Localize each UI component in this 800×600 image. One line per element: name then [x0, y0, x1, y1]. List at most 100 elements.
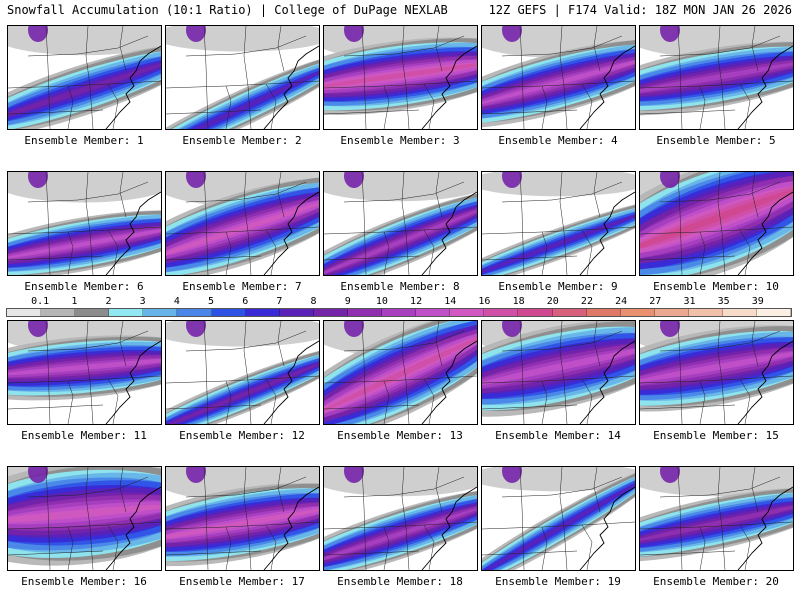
state-border: [501, 181, 623, 203]
state-border: [751, 321, 759, 367]
legend-tick-label: 10: [375, 296, 388, 307]
snowfall-contour: [166, 508, 319, 542]
coastline: [579, 486, 635, 570]
legend-swatch: [757, 309, 792, 316]
snowfall-map: [482, 321, 635, 424]
state-border: [85, 321, 94, 424]
ensemble-map-panel: [639, 25, 794, 130]
ensemble-member-label: Ensemble Member: 2: [182, 134, 302, 147]
state-border: [482, 550, 578, 556]
legend-tick-label: 20: [546, 296, 559, 307]
snowfall-contour: [8, 62, 161, 122]
state-border: [659, 181, 781, 203]
ensemble-member-label: Ensemble Member: 12: [179, 429, 305, 442]
state-border: [107, 83, 119, 129]
state-border: [739, 83, 751, 129]
ensemble-map-panel: [165, 171, 320, 276]
state-border: [67, 85, 74, 129]
snowfall-map: [166, 321, 319, 424]
ensemble-map-panel: [639, 320, 794, 425]
state-border: [383, 85, 390, 129]
state-border: [677, 321, 683, 424]
lake-effect-snow: [28, 26, 48, 42]
legend-swatch: [620, 309, 655, 316]
snowfall-contour: [8, 358, 161, 376]
state-border: [423, 378, 435, 424]
state-border: [593, 172, 601, 218]
lake-effect-snow: [344, 172, 364, 188]
snowfall-contour: [482, 346, 635, 386]
state-border: [166, 521, 319, 530]
state-border: [640, 255, 736, 261]
state-border: [717, 26, 726, 129]
snowfall-contour: [166, 361, 319, 424]
state-border: [640, 80, 793, 89]
state-border: [699, 85, 706, 129]
state-border: [166, 550, 262, 556]
state-border: [119, 321, 127, 367]
state-border: [119, 467, 127, 513]
state-border: [581, 378, 593, 424]
state-border: [677, 467, 683, 570]
lake-effect-snow: [660, 321, 680, 337]
ensemble-map-panel: [7, 320, 162, 425]
lake-effect-snow: [502, 26, 522, 42]
coastline: [421, 45, 477, 129]
snowfall-contour: [482, 56, 635, 106]
state-border: [265, 378, 277, 424]
state-border: [581, 83, 593, 129]
legend-swatch: [143, 309, 178, 316]
state-border: [435, 172, 443, 218]
state-border: [8, 255, 104, 261]
snowfall-legend: 0.1 1 2 3 4 5 6 7 8 9 10 12 14 16 18 20 22 24 27 31 35 39: [6, 296, 792, 320]
coastline: [263, 340, 319, 424]
ensemble-map-panel: [323, 171, 478, 276]
ensemble-member-label: Ensemble Member: 9: [498, 280, 618, 293]
state-border: [593, 321, 601, 367]
state-border: [659, 476, 781, 498]
state-border: [361, 172, 367, 275]
state-border: [423, 524, 435, 570]
ensemble-map-panel: [165, 466, 320, 571]
state-border: [343, 181, 465, 203]
state-border: [243, 321, 252, 424]
state-border: [751, 26, 759, 72]
state-border: [27, 330, 149, 352]
state-border: [482, 226, 635, 235]
state-border: [640, 109, 736, 115]
snowfall-band: [8, 467, 161, 566]
coastline: [421, 340, 477, 424]
state-border: [501, 476, 623, 498]
state-border: [501, 35, 623, 57]
coastline: [421, 191, 477, 275]
ensemble-member-label: Ensemble Member: 14: [495, 429, 621, 442]
snowfall-contour: [324, 209, 477, 275]
legend-swatch: [382, 309, 417, 316]
ensemble-member-label: Ensemble Member: 10: [653, 280, 779, 293]
legend-swatch: [518, 309, 553, 316]
state-border: [324, 375, 477, 384]
ensemble-map-panel: [7, 25, 162, 130]
snowfall-map: [166, 467, 319, 570]
ensemble-member-label: Ensemble Member: 19: [495, 575, 621, 588]
state-border: [401, 467, 410, 570]
state-border: [361, 26, 367, 129]
state-border: [559, 26, 568, 129]
page-title: Snowfall Accumulation (10:1 Ratio) | Col…: [7, 3, 448, 17]
ensemble-map-panel: [481, 320, 636, 425]
state-border: [166, 375, 319, 384]
state-border: [482, 404, 578, 410]
ensemble-map-panel: [7, 171, 162, 276]
legend-swatch: [416, 309, 451, 316]
ensemble-member-label: Ensemble Member: 17: [179, 575, 305, 588]
ensemble-map-panel: [165, 25, 320, 130]
state-border: [541, 231, 548, 275]
lake-effect-snow: [502, 172, 522, 188]
snowfall-map: [166, 26, 319, 129]
state-border: [581, 524, 593, 570]
state-border: [559, 172, 568, 275]
ensemble-member-label: Ensemble Member: 11: [21, 429, 147, 442]
state-border: [519, 467, 525, 570]
state-border: [435, 467, 443, 513]
snowfall-contour: [8, 226, 161, 260]
